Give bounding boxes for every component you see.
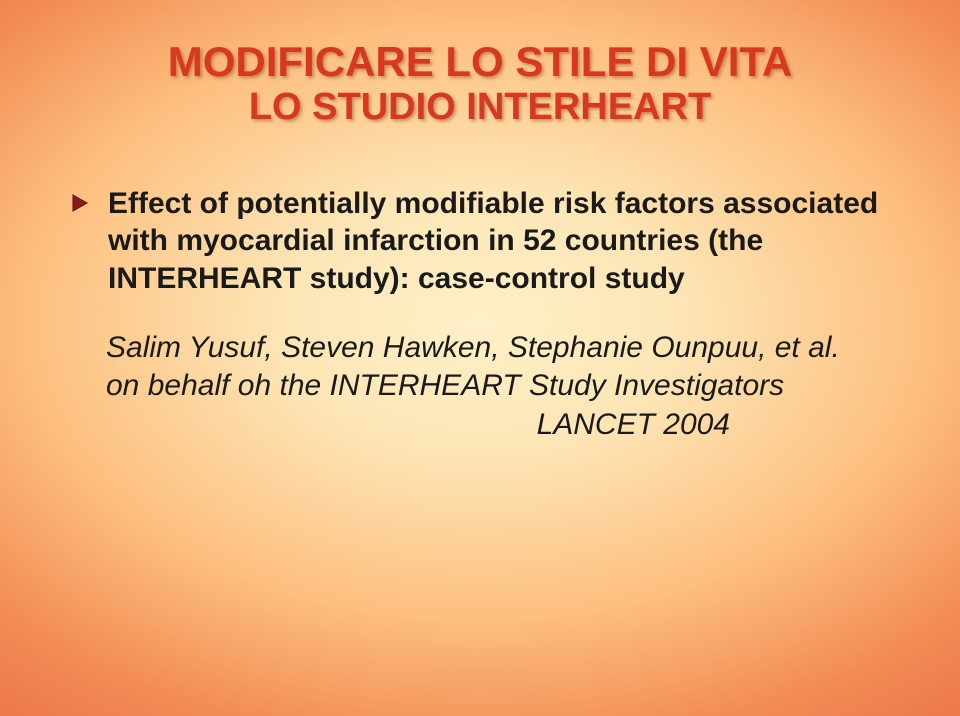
title-line2: LO STUDIO INTERHEART xyxy=(50,86,910,130)
bullet-row: Effect of potentially modifiable risk fa… xyxy=(70,185,890,298)
bullet-icon xyxy=(70,193,90,213)
title-block: MODIFICARE LO STILE DI VITA LO STUDIO IN… xyxy=(50,38,910,130)
citation-behalf: on behalf oh the INTERHEART Study Invest… xyxy=(106,367,890,405)
body-paragraph: Effect of potentially modifiable risk fa… xyxy=(108,185,890,298)
citation-authors: Salim Yusuf, Steven Hawken, Stephanie Ou… xyxy=(106,329,890,367)
body-block: Effect of potentially modifiable risk fa… xyxy=(70,185,890,298)
slide: MODIFICARE LO STILE DI VITA LO STUDIO IN… xyxy=(0,0,960,716)
citation-journal: LANCET 2004 xyxy=(537,408,730,441)
citation-block: Salim Yusuf, Steven Hawken, Stephanie Ou… xyxy=(106,329,890,442)
citation-journal-block: LANCET 2004 xyxy=(106,408,730,442)
title-line1: MODIFICARE LO STILE DI VITA xyxy=(50,38,910,86)
